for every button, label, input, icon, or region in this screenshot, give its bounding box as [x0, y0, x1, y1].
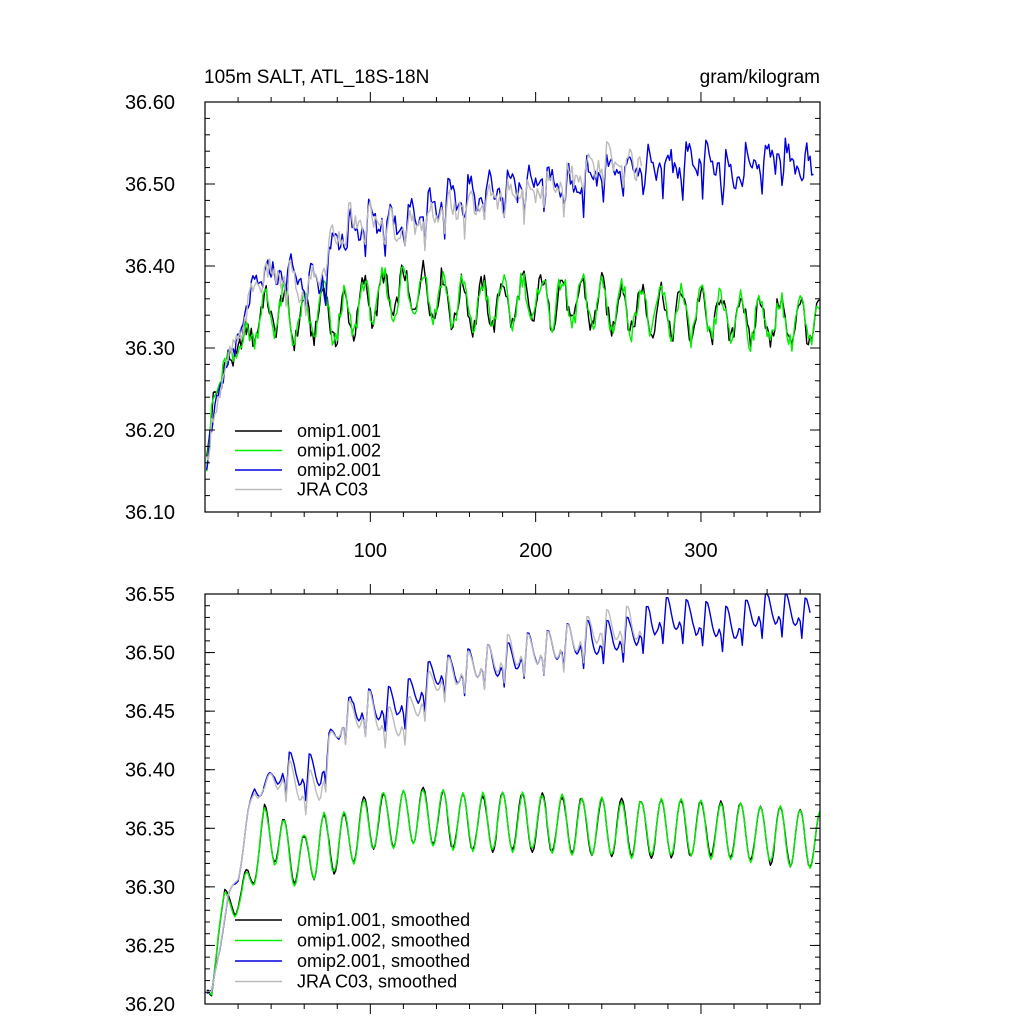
y-tick-label: 36.20	[125, 994, 175, 1016]
series-line-omip2-001-smoothed	[206, 593, 811, 994]
series-line-jra-c03-smoothed	[206, 605, 643, 993]
y-tick-label: 36.20	[125, 420, 175, 442]
series-line-jra-c03	[206, 141, 643, 461]
bottom-panel-series-lines	[206, 593, 821, 997]
y-tick-label: 36.40	[125, 256, 175, 278]
legend-label-omip1-001: omip1.001	[297, 421, 381, 441]
y-tick-label: 36.60	[125, 92, 175, 114]
bottom-panel-frame	[204, 593, 821, 1005]
legend-label-omip1-002: omip1.002	[297, 441, 381, 461]
bottom-panel: 36.20 36.25 36.30 36.35 36.40 36.45 36.50 36.55…	[125, 584, 821, 1016]
legend-label-omip1-002-smoothed: omip1.002, smoothed	[297, 931, 470, 951]
top-panel-frame	[204, 101, 821, 513]
top-panel: 105m SALT, ATL_18S-18N gram/kilogram 36.…	[125, 67, 821, 562]
x-tick-label: 300	[684, 540, 717, 562]
y-tick-label: 36.50	[125, 643, 175, 665]
y-tick-label: 36.40	[125, 760, 175, 782]
y-tick-label: 36.45	[125, 701, 175, 723]
y-tick-label: 36.10	[125, 502, 175, 524]
y-tick-label: 36.30	[125, 877, 175, 899]
y-tick-label: 36.35	[125, 818, 175, 840]
y-tick-label: 36.30	[125, 338, 175, 360]
bottom-panel-ticks: 36.20 36.25 36.30 36.35 36.40 36.45 36.50 36.55	[125, 584, 820, 1016]
y-tick-label: 36.50	[125, 174, 175, 196]
legend-label-omip2-001: omip2.001	[297, 460, 381, 480]
y-tick-label: 36.25	[125, 935, 175, 957]
y-tick-label: 36.55	[125, 584, 175, 606]
series-line-omip1-002-smoothed	[206, 789, 821, 996]
top-panel-ticks: 36.10 36.20 36.30 36.40 36.50 36.60 100 200 300	[125, 92, 820, 562]
series-line-omip1-002	[206, 266, 821, 472]
legend-label-omip2-001-smoothed: omip2.001, smoothed	[297, 951, 470, 971]
x-tick-label: 100	[354, 540, 387, 562]
legend-label-jra-c03: JRA C03	[297, 480, 368, 500]
top-panel-units: gram/kilogram	[700, 67, 820, 88]
x-tick-label: 200	[519, 540, 552, 562]
legend-label-omip1-001-smoothed: omip1.001, smoothed	[297, 910, 470, 930]
top-panel-series-lines	[206, 137, 821, 472]
legend-label-jra-c03-smoothed: JRA C03, smoothed	[297, 972, 457, 992]
top-panel-title: 105m SALT, ATL_18S-18N	[204, 67, 429, 88]
